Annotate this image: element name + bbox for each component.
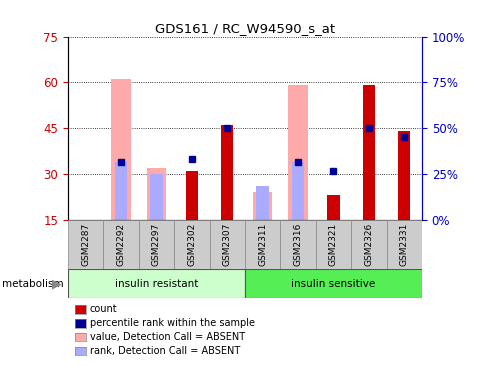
Bar (221, 125, 233, 220)
Bar (315, 220, 350, 269)
Bar (138, 220, 174, 269)
Text: GSM2311: GSM2311 (257, 223, 267, 266)
Bar (252, 192, 272, 220)
Bar (291, 162, 303, 220)
Text: GSM2302: GSM2302 (187, 223, 196, 266)
Text: GSM2331: GSM2331 (399, 223, 408, 266)
Bar (150, 174, 162, 220)
Bar (68, 269, 244, 298)
Bar (327, 195, 339, 220)
Text: GSM2287: GSM2287 (81, 223, 90, 266)
Text: GSM2326: GSM2326 (363, 223, 373, 266)
Bar (115, 162, 127, 220)
Bar (146, 168, 166, 220)
Text: insulin resistant: insulin resistant (115, 279, 197, 289)
Bar (68, 220, 103, 269)
Bar (256, 186, 268, 220)
Bar (185, 171, 197, 220)
Text: GSM2297: GSM2297 (151, 223, 161, 266)
Bar (103, 220, 138, 269)
Text: value, Detection Call = ABSENT: value, Detection Call = ABSENT (90, 332, 244, 342)
Text: GSM2321: GSM2321 (328, 223, 337, 266)
Bar (386, 220, 421, 269)
Bar (244, 269, 421, 298)
Text: GSM2307: GSM2307 (222, 223, 231, 266)
Bar (350, 220, 386, 269)
Bar (244, 220, 280, 269)
Bar (362, 85, 374, 220)
Bar (280, 220, 315, 269)
Bar (287, 85, 307, 220)
Text: count: count (90, 304, 117, 314)
Text: rank, Detection Call = ABSENT: rank, Detection Call = ABSENT (90, 346, 240, 356)
Bar (397, 131, 409, 220)
Text: percentile rank within the sample: percentile rank within the sample (90, 318, 254, 328)
Title: GDS161 / RC_W94590_s_at: GDS161 / RC_W94590_s_at (154, 22, 334, 36)
Text: insulin sensitive: insulin sensitive (291, 279, 375, 289)
Bar (209, 220, 244, 269)
Text: metabolism: metabolism (2, 279, 64, 289)
Text: GSM2292: GSM2292 (116, 223, 125, 266)
Bar (111, 79, 131, 220)
Text: ▶: ▶ (52, 277, 62, 291)
Bar (174, 220, 209, 269)
Text: GSM2316: GSM2316 (293, 223, 302, 266)
